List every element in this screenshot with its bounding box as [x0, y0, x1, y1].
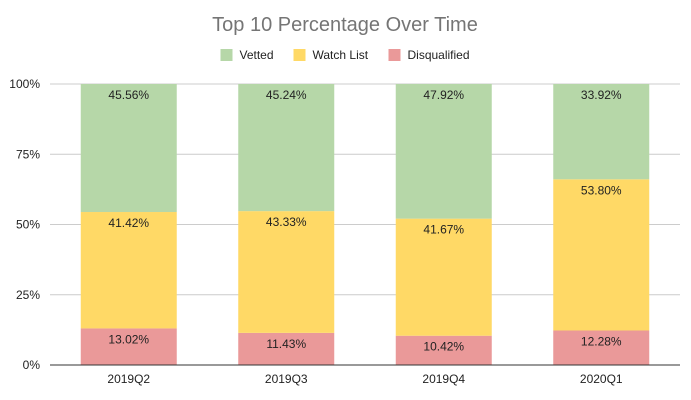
data-label-watch-list: 41.42%	[108, 216, 149, 230]
data-label-vetted: 47.92%	[423, 88, 464, 102]
bar-segment-disqualified	[238, 332, 335, 365]
y-tick-label: 50%	[16, 218, 40, 232]
x-tick-label: 2019Q2	[107, 372, 150, 386]
data-label-vetted: 33.92%	[581, 88, 622, 102]
legend-swatch-watch-list	[293, 49, 306, 61]
x-tick-label: 2019Q4	[422, 372, 465, 386]
y-tick-label: 75%	[16, 147, 40, 161]
bar-segment-vetted	[80, 84, 177, 213]
bar-segment-watch-list	[553, 179, 650, 331]
bar-segment-vetted	[395, 83, 492, 219]
bar-segment-disqualified	[80, 328, 177, 365]
legend: Vetted Watch List Disqualified	[220, 48, 470, 62]
bar-segment-vetted	[238, 84, 335, 212]
bar-segment-watch-list	[238, 211, 335, 333]
bars: 13.02% 41.42% 45.56% 11.43% 43.33% 45.24% 10.4…	[80, 83, 650, 365]
legend-swatch-vetted	[220, 49, 233, 61]
data-label-watch-list: 41.67%	[423, 223, 464, 237]
bar-segment-watch-list	[395, 218, 492, 336]
y-tick-label: 0%	[23, 358, 41, 372]
legend-label-vetted: Vetted	[240, 48, 274, 62]
data-label-vetted: 45.56%	[108, 88, 149, 102]
chart-title: Top 10 Percentage Over Time	[212, 14, 478, 36]
data-label-disqualified: 12.28%	[581, 334, 622, 348]
bar-segment-disqualified	[553, 330, 650, 365]
bar-segment-watch-list	[80, 212, 177, 329]
x-axis-ticks: 2019Q2 2019Q3 2019Q4 2020Q1	[107, 372, 623, 386]
data-label-disqualified: 11.43%	[266, 337, 306, 351]
legend-label-disqualified: Disqualified	[408, 48, 470, 62]
legend-label-watch-list: Watch List	[313, 48, 369, 62]
data-label-vetted: 45.24%	[266, 88, 307, 102]
legend-swatch-disqualified	[388, 49, 401, 61]
data-label-watch-list: 53.80%	[581, 183, 622, 197]
data-label-watch-list: 43.33%	[266, 215, 307, 229]
x-tick-label: 2019Q3	[265, 372, 308, 386]
data-label-disqualified: 13.02%	[108, 332, 149, 346]
y-tick-label: 100%	[9, 77, 40, 91]
bar-segment-vetted	[553, 84, 650, 180]
data-label-disqualified: 10.42%	[423, 340, 464, 354]
y-tick-label: 25%	[16, 288, 40, 302]
y-axis-ticks: 0% 25% 50% 75% 100%	[9, 77, 40, 372]
bar-segment-disqualified	[395, 335, 492, 365]
x-tick-label: 2020Q1	[580, 372, 623, 386]
